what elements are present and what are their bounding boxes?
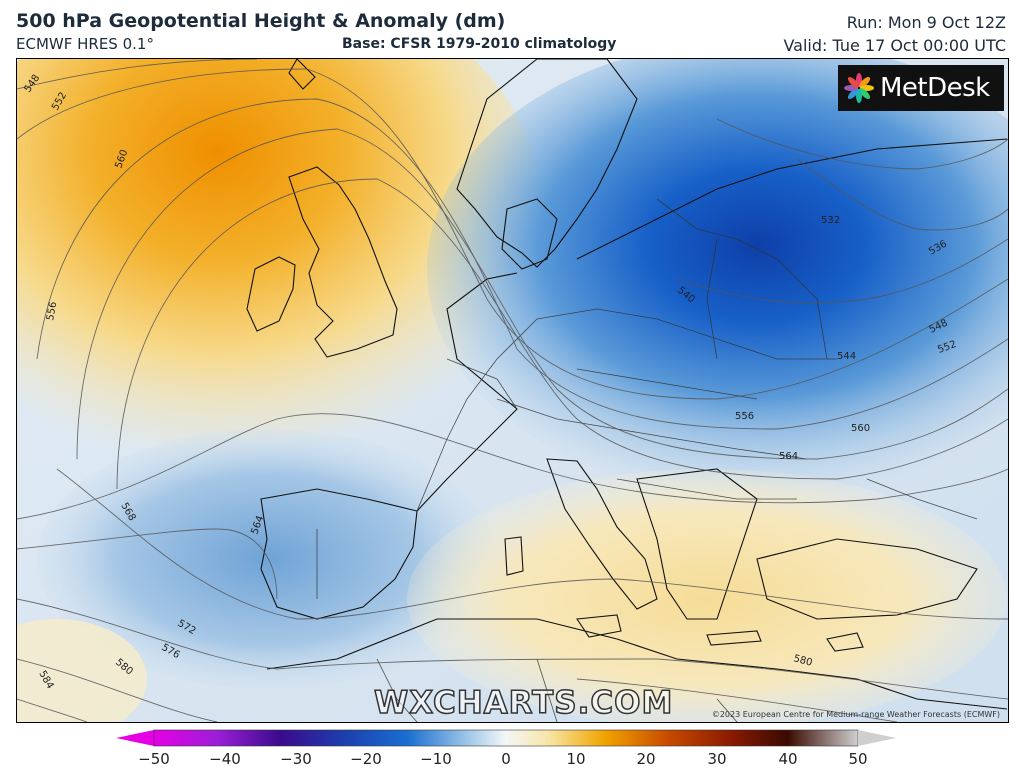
chart-title: 500 hPa Geopotential Height & Anomaly (d… (16, 10, 506, 32)
coastlines (246, 59, 1008, 710)
country-borders (316, 198, 978, 722)
contour-label: 560 (851, 423, 870, 434)
weather-map: 548 552 556 560 564 568 572 576 580 584 … (16, 58, 1009, 723)
colorbar-tick-label: 0 (501, 750, 511, 768)
brand-name: MetDesk (880, 73, 990, 103)
map-canvas: 548 552 556 560 564 568 572 576 580 584 … (17, 59, 1008, 722)
metdesk-flower-icon (844, 73, 874, 103)
colorbar-tick-label: −10 (420, 750, 452, 768)
contour-label: 580 (792, 653, 813, 669)
contour-label: 556 (45, 301, 59, 322)
metdesk-logo: MetDesk (838, 65, 1004, 111)
colorbar-tick-label: −30 (280, 750, 312, 768)
run-time: Run: Mon 9 Oct 12Z (846, 13, 1006, 32)
anomaly-colorbar (116, 729, 896, 747)
colorbar-tick-label: 30 (707, 750, 727, 768)
colorbar-tick-label: 50 (848, 750, 868, 768)
wxcharts-watermark: WXCHARTS.COM (373, 684, 674, 722)
contour-label: 564 (779, 451, 798, 462)
positive-anomaly-mediterranean (407, 469, 1007, 722)
contour-label: 532 (821, 215, 840, 226)
contour-label: 544 (837, 351, 856, 362)
model-name: ECMWF HRES 0.1° (16, 35, 154, 53)
height-contours (17, 59, 1008, 722)
colorbar-tick-label: 20 (636, 750, 656, 768)
copyright-notice: ©2023 European Centre for Medium-range W… (711, 710, 1000, 719)
valid-time: Valid: Tue 17 Oct 00:00 UTC (783, 36, 1006, 55)
contour-label: 556 (735, 411, 754, 422)
negative-anomaly-iberia-atlantic (37, 429, 497, 689)
colorbar-tick-label: −20 (350, 750, 382, 768)
colorbar-tick-label: 10 (566, 750, 586, 768)
negative-anomaly-eastern-europe (427, 59, 1008, 499)
colorbar-tick-label: 40 (778, 750, 798, 768)
climatology-base: Base: CFSR 1979-2010 climatology (342, 36, 617, 52)
colorbar-tick-label: −50 (138, 750, 170, 768)
colorbar-tick-label: −40 (209, 750, 241, 768)
positive-anomaly-north-atlantic (17, 59, 547, 489)
